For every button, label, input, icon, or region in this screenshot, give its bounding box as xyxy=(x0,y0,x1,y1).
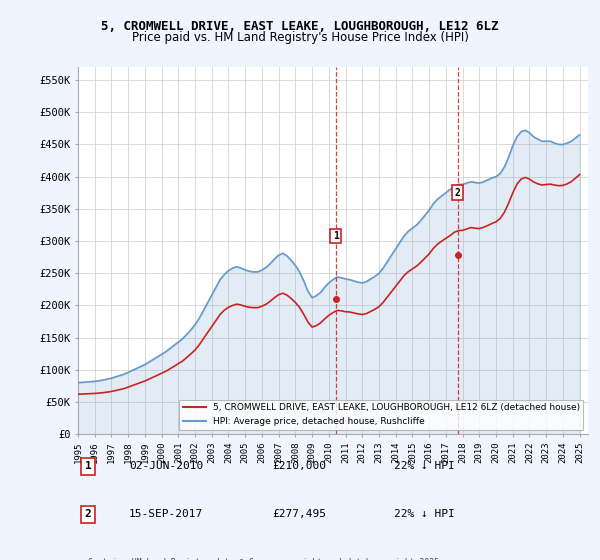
Text: £210,000: £210,000 xyxy=(272,461,326,472)
Text: 5, CROMWELL DRIVE, EAST LEAKE, LOUGHBOROUGH, LE12 6LZ: 5, CROMWELL DRIVE, EAST LEAKE, LOUGHBORO… xyxy=(101,20,499,32)
Text: 1: 1 xyxy=(85,461,92,472)
Text: 2: 2 xyxy=(455,188,461,198)
Text: 15-SEP-2017: 15-SEP-2017 xyxy=(129,510,203,520)
Text: 1: 1 xyxy=(333,231,339,241)
Text: 02-JUN-2010: 02-JUN-2010 xyxy=(129,461,203,472)
Text: Contains HM Land Registry data © Crown copyright and database right 2025.
This d: Contains HM Land Registry data © Crown c… xyxy=(88,558,444,560)
Text: 22% ↓ HPI: 22% ↓ HPI xyxy=(394,510,455,520)
Text: 2: 2 xyxy=(85,510,92,520)
Legend: 5, CROMWELL DRIVE, EAST LEAKE, LOUGHBOROUGH, LE12 6LZ (detached house), HPI: Ave: 5, CROMWELL DRIVE, EAST LEAKE, LOUGHBORO… xyxy=(179,400,583,430)
Text: £277,495: £277,495 xyxy=(272,510,326,520)
Text: 22% ↓ HPI: 22% ↓ HPI xyxy=(394,461,455,472)
Text: Price paid vs. HM Land Registry's House Price Index (HPI): Price paid vs. HM Land Registry's House … xyxy=(131,31,469,44)
